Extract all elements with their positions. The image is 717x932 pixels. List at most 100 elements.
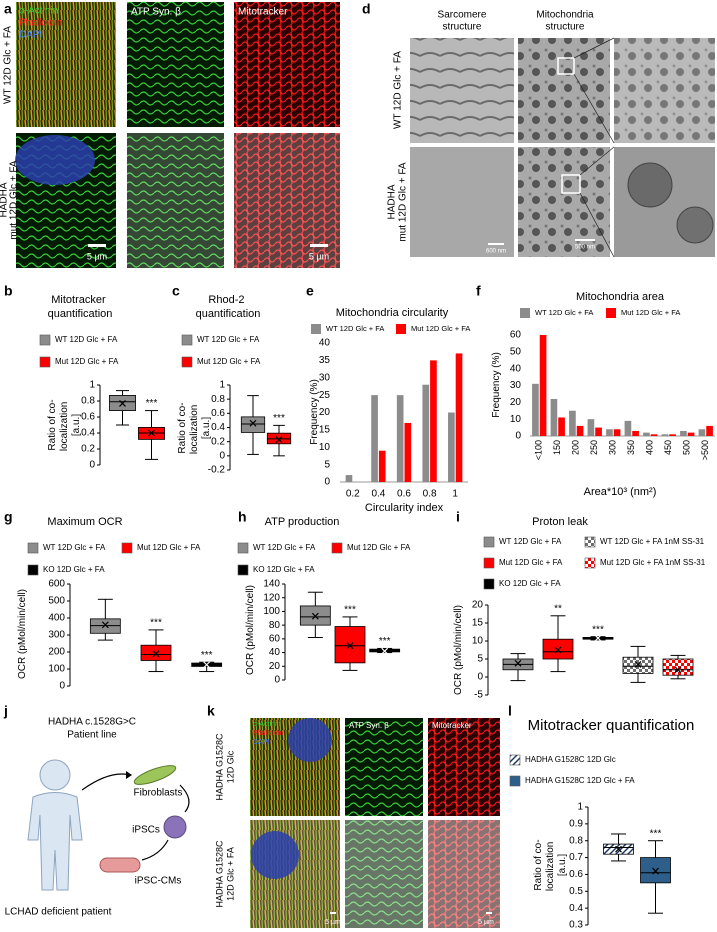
scale-bar [488,243,504,245]
bar [669,434,676,436]
bar [624,420,632,436]
y-tick-label: 400 [48,613,65,624]
y-tick-label: 35 [319,355,331,366]
legend-label: WT 12D Glc + FA [535,308,593,317]
row-label: HADHA [0,182,10,217]
mean-marker [346,642,354,650]
y-tick-label: 0 [219,450,225,461]
panel-label: f [476,283,481,299]
x-axis-label: Area*10³ (nm²) [584,486,657,498]
column-label: ATP Syn. β [349,721,389,730]
x-tick-label: >500 [700,440,710,460]
x-tick-label: 400 [645,440,655,455]
bar [539,335,547,436]
y-tick-label: 0.4 [81,428,95,439]
chart-title: Proton leak [532,516,588,528]
legend-swatch [181,334,193,346]
x-tick-label: 300 [608,440,618,455]
significance: *** [146,398,158,409]
row-label: 12D Glc [225,750,235,783]
bar [404,422,412,482]
text-line: localization [545,839,556,891]
significance: *** [592,624,604,635]
text-line: quantification [196,308,261,320]
y-tick-label: 0 [324,477,330,488]
y-tick-label: 0.7 [569,852,583,863]
legend-swatch [483,557,495,569]
bar [595,427,602,436]
panel-a: α-Actinin Phalloidin DAPI ATP Syn. β Mit… [0,2,340,268]
y-tick-label: 25 [319,390,331,401]
panel-k: α-Actinin Phalloidin DAPI ATP Syn. β Mit… [214,718,500,928]
box [240,416,266,433]
significance: *** [379,636,391,647]
mean-marker [674,666,682,674]
legend-swatch [509,775,521,787]
micrograph [127,133,224,268]
scale-bar [310,244,328,247]
text-line: Frequency (%) [309,379,320,445]
panel-label: j [3,703,8,719]
bar [643,432,650,436]
cell-label: Fibroblasts [134,788,183,799]
y-tick-label: 0.2 [211,436,225,447]
legend-swatch [483,578,495,590]
legend-label: Mut 12D Glc + FA [55,357,119,366]
mean-marker [554,646,562,654]
bar [576,425,584,436]
y-tick-label: 1 [219,380,225,391]
legend-label: Mut 12D Glc + FA [137,543,201,552]
legend-label: WT 12D Glc + FA [253,543,316,552]
legend-label: Mut 12D Glc + FA 1nM SS-31 [600,558,706,567]
row-label: HADHA [387,184,398,219]
panel-label: g [4,509,13,525]
box [542,638,574,660]
y-tick-label: 60 [510,330,522,341]
bar [448,412,455,482]
legend-label: Mut 12D Glc + FA [197,357,261,366]
legend-swatch [27,542,39,554]
micrograph [127,2,224,127]
panel-j: HADHA c.1528G>C Patient line Fibroblasts… [5,717,190,918]
text-line: [a.u.] [201,417,212,439]
arrow-head [126,771,132,779]
micrograph [614,38,715,143]
mean-marker [594,634,602,642]
y-tick-label: 300 [48,630,65,641]
bar [687,432,695,436]
y-tick-label: 10 [472,636,484,647]
y-tick-label: 0 [477,672,483,683]
legend-swatch [181,356,193,368]
legend-swatch [396,324,406,334]
bar [396,395,404,482]
y-tick-label: 0 [515,431,521,442]
text-line: Rhod-2 [208,294,247,306]
y-tick-label: 0.4 [569,903,583,914]
row-label: HADHA G1528C [214,733,224,801]
nucleus [288,718,332,762]
y-tick-label: -0.2 [208,465,226,476]
bar [532,383,539,436]
legend-label: WT 12D Glc + FA [197,335,260,344]
chart-title: ATP production [265,516,340,528]
legend-swatch [39,334,51,346]
panel-d: Sarcomere structure Mitochondria structu… [387,10,715,258]
cell-label: iPSCs [132,825,160,836]
legend-swatch [27,564,39,576]
x-tick-label: 200 [571,440,581,455]
bar [371,395,378,482]
y-tick-label: 0.6 [569,869,583,880]
y-tick-label: 40 [269,647,281,658]
y-tick-label: 0.4 [211,422,225,433]
column-label: Mitotracker [238,7,288,18]
text-line: Ratio of co- [177,402,188,453]
bar [558,417,565,436]
patient-label: LCHAD deficient patient [5,907,112,918]
nucleus [15,135,95,185]
y-tick-label: 0.8 [569,835,583,846]
panel-label: a [4,1,12,17]
stain-label: α-Actinin [253,721,280,728]
y-tick-label: 5 [477,654,483,665]
y-axis-label: Ratio of co-localization [a.u.] [533,839,568,891]
bar [345,475,353,482]
